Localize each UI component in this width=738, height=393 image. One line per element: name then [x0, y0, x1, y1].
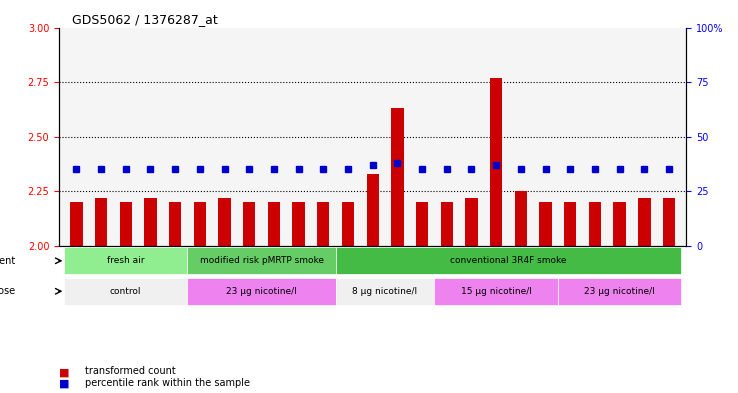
Bar [70, 202, 83, 246]
Bar [564, 202, 576, 246]
Text: fresh air: fresh air [107, 256, 145, 265]
FancyBboxPatch shape [187, 247, 336, 274]
Text: 23 μg nicotine/l: 23 μg nicotine/l [226, 287, 297, 296]
Bar [589, 202, 601, 246]
Bar [441, 202, 453, 246]
Bar [317, 202, 329, 246]
FancyBboxPatch shape [558, 277, 681, 305]
Bar [539, 202, 552, 246]
Bar [218, 198, 231, 246]
Text: ■: ■ [59, 379, 69, 389]
Bar [663, 198, 675, 246]
Bar [95, 198, 107, 246]
Text: 23 μg nicotine/l: 23 μg nicotine/l [584, 287, 655, 296]
Text: 8 μg nicotine/l: 8 μg nicotine/l [353, 287, 418, 296]
Bar [490, 78, 503, 246]
Bar [613, 202, 626, 246]
Text: control: control [110, 287, 142, 296]
Text: conventional 3R4F smoke: conventional 3R4F smoke [450, 256, 567, 265]
FancyBboxPatch shape [336, 247, 681, 274]
Bar [243, 202, 255, 246]
Text: 15 μg nicotine/l: 15 μg nicotine/l [461, 287, 531, 296]
Bar [514, 191, 527, 246]
Bar [120, 202, 132, 246]
Bar [169, 202, 182, 246]
FancyBboxPatch shape [336, 277, 435, 305]
Text: ■: ■ [59, 367, 69, 377]
Bar [292, 202, 305, 246]
Bar [367, 174, 379, 246]
Text: dose: dose [0, 286, 15, 296]
Bar [144, 198, 156, 246]
FancyBboxPatch shape [187, 277, 336, 305]
Bar [342, 202, 354, 246]
Bar [193, 202, 206, 246]
Bar [268, 202, 280, 246]
Bar [416, 202, 428, 246]
Text: agent: agent [0, 256, 15, 266]
FancyBboxPatch shape [435, 277, 558, 305]
FancyBboxPatch shape [64, 247, 187, 274]
Bar [465, 198, 477, 246]
Text: GDS5062 / 1376287_at: GDS5062 / 1376287_at [72, 13, 217, 26]
FancyBboxPatch shape [64, 277, 187, 305]
Text: percentile rank within the sample: percentile rank within the sample [85, 378, 250, 388]
Bar [391, 108, 404, 246]
Text: transformed count: transformed count [85, 366, 176, 376]
Text: modified risk pMRTP smoke: modified risk pMRTP smoke [199, 256, 323, 265]
Bar [638, 198, 650, 246]
